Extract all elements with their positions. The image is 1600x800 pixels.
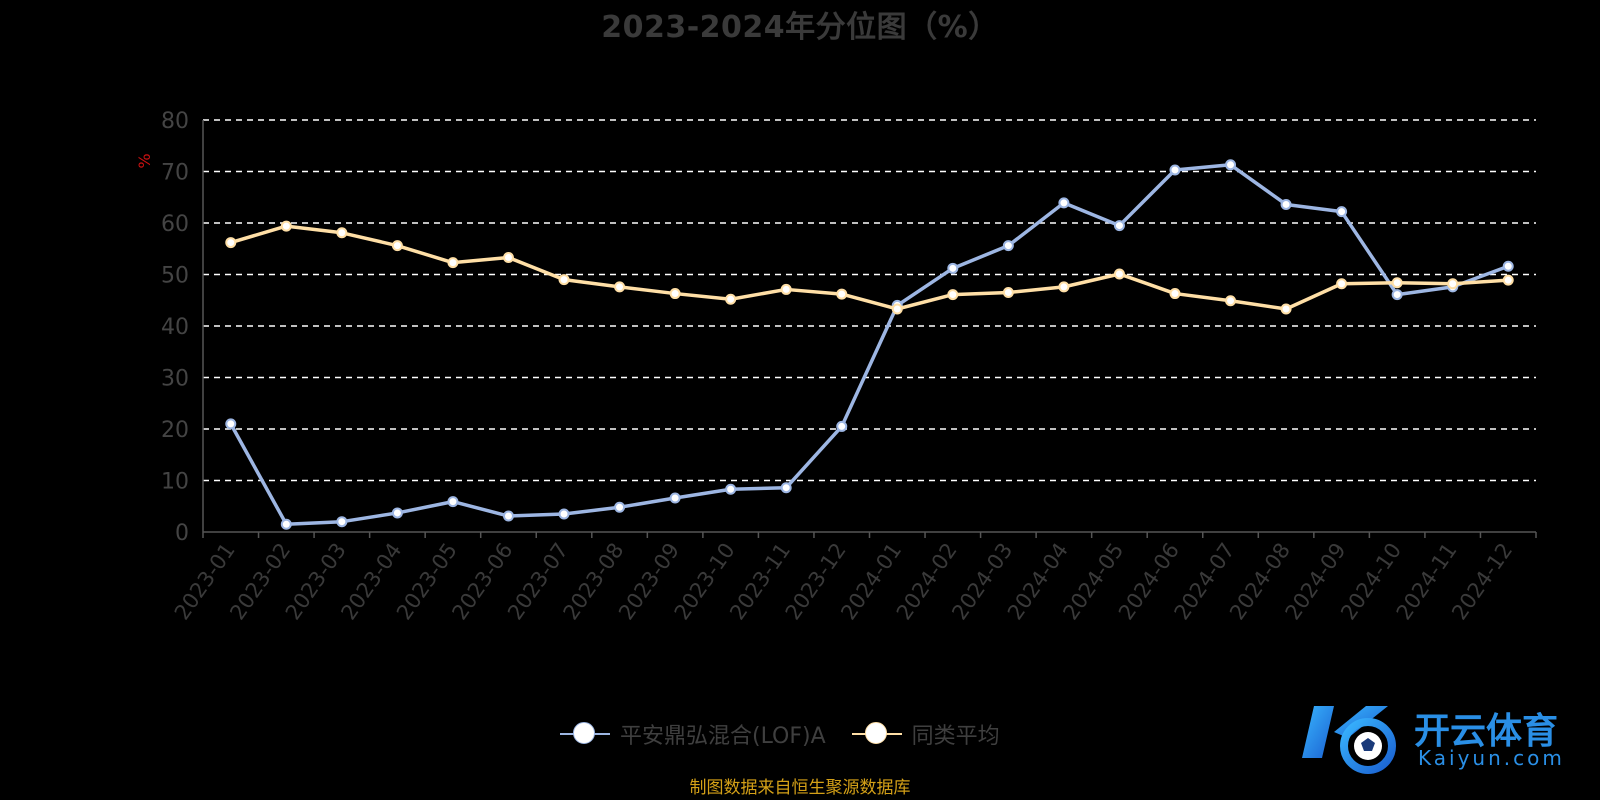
series-0-point-2023-10 (725, 483, 737, 495)
series-1-point-2024-05 (1113, 268, 1125, 280)
series-1-point-2024-01 (891, 303, 903, 315)
y-tick-label-0: 0 (175, 521, 189, 546)
series-1-point-2023-03 (336, 227, 348, 239)
legend-swatch-peer-average (851, 721, 902, 747)
y-axis-label: % (135, 153, 154, 168)
series-1-point-2024-10 (1391, 277, 1403, 289)
series-0-point-2024-04 (1058, 197, 1070, 209)
chart-title: 2023-2024年分位图（%） (601, 10, 999, 45)
series-1-point-2023-08 (614, 281, 626, 293)
series-0-point-2024-09 (1336, 206, 1348, 218)
series-1-point-2023-05 (447, 257, 459, 269)
series-0-point-2023-11 (780, 482, 792, 494)
legend-label-peer-average: 同类平均 (911, 724, 1000, 749)
watermark-text-en: Kaiyun.com (1418, 746, 1565, 770)
y-tick-label-30: 30 (161, 367, 189, 392)
legend-item-fund[interactable]: 平安鼎弘混合(LOF)A (560, 718, 826, 750)
series-0-point-2024-08 (1280, 198, 1292, 210)
y-tick-label-70: 70 (161, 161, 189, 186)
series-1-point-2023-04 (391, 240, 403, 252)
y-tick-label-40: 40 (161, 315, 189, 340)
series-0-point-2024-05 (1113, 220, 1125, 232)
series-0-point-2023-07 (558, 508, 570, 520)
series-0-point-2023-08 (614, 501, 626, 513)
series-0-point-2023-09 (669, 492, 681, 504)
series-1-point-2024-03 (1002, 287, 1014, 299)
series-0-point-2024-03 (1002, 240, 1014, 252)
legend: 平安鼎弘混合(LOF)A 同类平均 (560, 718, 1000, 750)
series-1-point-2024-09 (1336, 278, 1348, 290)
y-tick-label-60: 60 (161, 212, 189, 237)
series-0-point-2024-02 (947, 262, 959, 274)
series-1-point-2023-01 (225, 237, 237, 249)
series-1-point-2024-04 (1058, 281, 1070, 293)
series-1-point-2023-02 (280, 220, 292, 232)
series-1-point-2024-07 (1225, 295, 1237, 307)
series-1-point-2024-12 (1502, 274, 1514, 286)
series-0-point-2024-10 (1391, 289, 1403, 301)
series-0-point-2023-12 (836, 420, 848, 432)
series-0-point-2024-07 (1225, 159, 1237, 171)
series-0-point-2023-01 (225, 418, 237, 430)
series-0-point-2023-05 (447, 496, 459, 508)
logo-k-icon (1302, 706, 1396, 774)
series-0-point-2024-12 (1502, 260, 1514, 272)
series-1-point-2023-06 (502, 252, 514, 264)
legend-label-fund: 平安鼎弘混合(LOF)A (620, 724, 826, 749)
y-tick-label-80: 80 (161, 109, 189, 134)
series-1-point-2023-07 (558, 274, 570, 286)
y-tick-label-50: 50 (161, 264, 189, 289)
series-1-point-2024-02 (947, 289, 959, 301)
series-1-point-2023-11 (780, 283, 792, 295)
series-line-0 (229, 163, 1509, 527)
series-1-point-2023-09 (669, 288, 681, 300)
series-0-point-2023-03 (336, 516, 348, 528)
series-1-point-2024-06 (1169, 288, 1181, 300)
y-tick-label-20: 20 (161, 418, 189, 443)
legend-swatch-fund (560, 721, 610, 747)
series-0-point-2023-02 (280, 518, 292, 530)
series-0-point-2023-04 (391, 507, 403, 519)
y-tick-label-10: 10 (161, 470, 189, 495)
series-0-point-2023-06 (502, 510, 514, 522)
legend-item-peer-average[interactable]: 同类平均 (851, 718, 1000, 750)
series-1-point-2023-12 (836, 288, 848, 300)
series-1-point-2024-08 (1280, 303, 1292, 315)
series-1-point-2023-10 (725, 293, 737, 305)
series-line-1 (230, 224, 1509, 311)
series-0-point-2024-06 (1169, 164, 1181, 176)
series-1-point-2024-11 (1447, 278, 1459, 290)
watermark-logo: 开云体育 Kaiyun.com (1296, 698, 1586, 778)
line-chart: 01020304050607080%2023-012023-022023-032… (135, 109, 1537, 624)
watermark-text-cn: 开云体育 (1414, 711, 1559, 752)
source-note: 制图数据来自恒生聚源数据库 (689, 778, 911, 798)
